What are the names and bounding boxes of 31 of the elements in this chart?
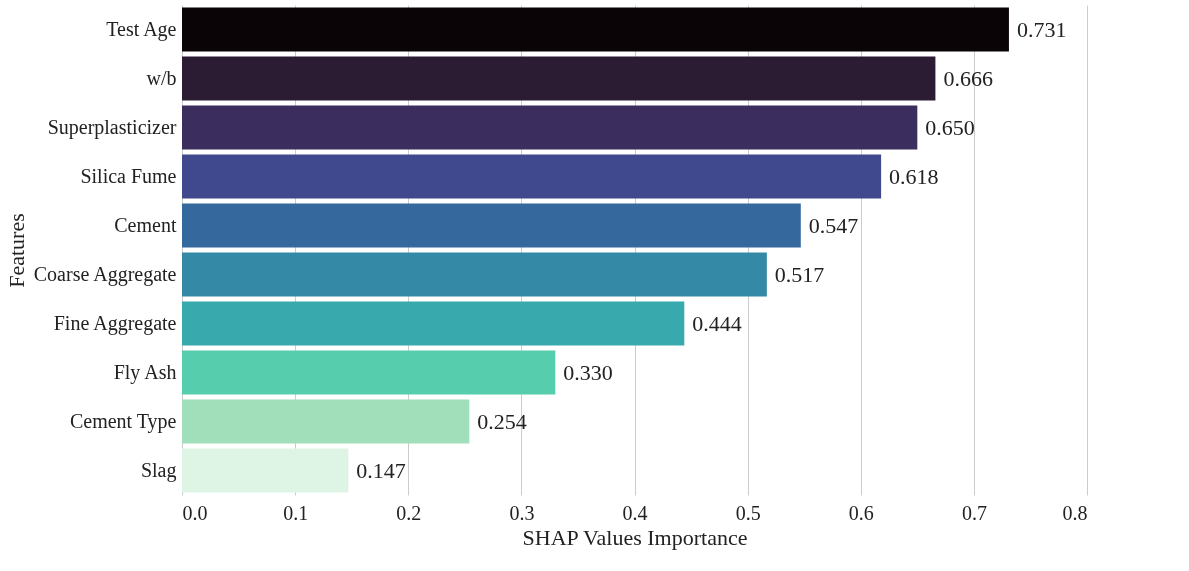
x-tick-label: 0.1 xyxy=(283,501,309,524)
data-label: 0.254 xyxy=(477,408,527,434)
data-label: 0.618 xyxy=(889,163,939,189)
y-axis-title: Features xyxy=(3,213,29,288)
data-label: 0.330 xyxy=(563,359,613,385)
y-tick-label: Test Age xyxy=(106,17,177,41)
x-axis-title: SHAP Values Importance xyxy=(522,524,748,550)
x-tick-label: 0.7 xyxy=(961,501,987,524)
y-tick-label: Silica Fume xyxy=(80,164,177,187)
data-label: 0.444 xyxy=(692,310,742,336)
y-tick-label: Fine Aggregate xyxy=(53,311,177,335)
y-tick-label: Superplasticizer xyxy=(47,115,177,139)
y-tick-label: Cement xyxy=(114,213,177,236)
y-tick-label: Slag xyxy=(140,458,177,482)
y-tick-label: Fly Ash xyxy=(113,360,177,384)
y-tick-label: Coarse Aggregate xyxy=(33,262,177,286)
data-label: 0.147 xyxy=(356,457,406,483)
data-label: 0.517 xyxy=(774,261,825,287)
x-tick-label: 0.4 xyxy=(622,501,648,524)
x-tick-label: 0.3 xyxy=(509,501,535,524)
data-label: 0.666 xyxy=(943,65,993,91)
x-tick-label: 0.2 xyxy=(396,501,422,524)
data-label: 0.547 xyxy=(808,212,859,238)
data-label: 0.650 xyxy=(925,114,975,140)
x-tick-label: 0.5 xyxy=(735,501,761,524)
y-tick-label: w/b xyxy=(146,66,177,89)
y-tick-label: Cement Type xyxy=(69,409,177,433)
data-label: 0.731 xyxy=(1016,16,1067,42)
x-tick-label: 0.6 xyxy=(848,501,874,524)
x-tick-label: 0.8 xyxy=(1062,501,1088,524)
x-tick-label: 0.0 xyxy=(182,501,208,524)
